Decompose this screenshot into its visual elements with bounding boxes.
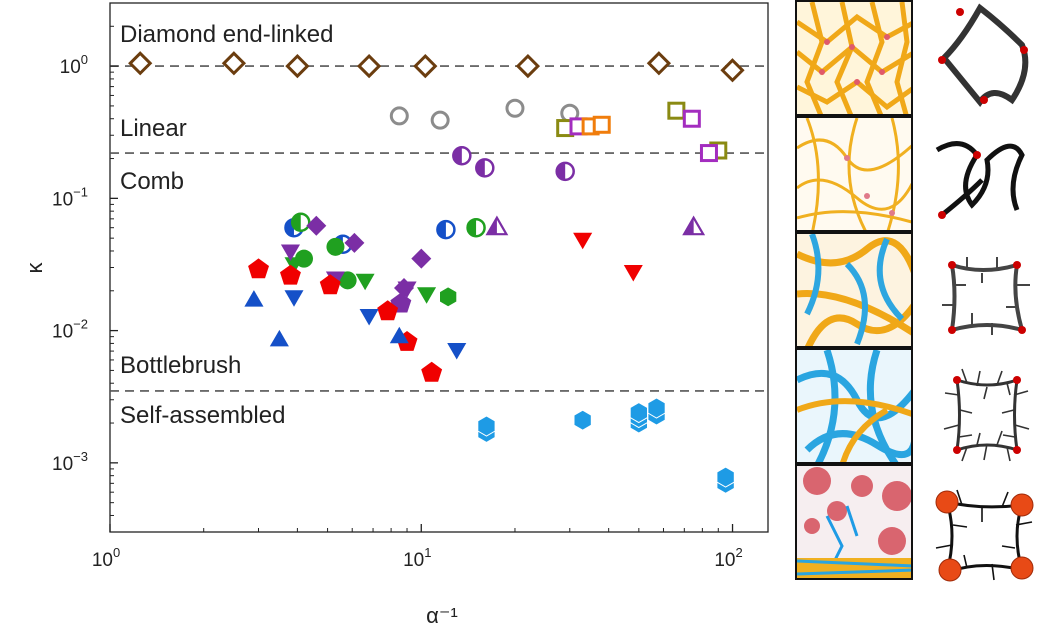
marker-triangle-up-17-0 [244,290,264,307]
self-assembled-snapshot [795,464,913,580]
marker-triangle-down-16-1 [623,265,643,282]
marker-pentagon-15-2 [319,274,341,295]
marker-triangle-down-18-2 [447,343,467,360]
marker-hexagon-19-5 [629,402,648,424]
marker-circle-open-1-1 [430,110,450,130]
marker-diamond-open-0-2 [285,53,310,79]
marker-triangle-down-11-0 [284,257,304,274]
marker-triangle-down-18-1 [359,309,379,326]
marker-hexagon-14-0 [439,286,458,308]
marker-triangle-down-11-2 [417,287,437,304]
marker-diamond-9-1 [344,232,365,253]
marker-circle-10-2 [338,271,357,290]
y-axis-title: κ [22,262,47,274]
marker-circle-half-5-2 [555,161,575,182]
marker-pentagon-15-0 [248,258,269,279]
x-axis-title: α⁻¹ [426,603,458,628]
marker-triangle-down-16-0 [573,232,593,250]
linear-schematic [935,141,1025,219]
marker-circle-half-6-2 [436,219,456,240]
diamond-network-image [797,2,911,114]
marker-circle-open-1-0 [389,106,409,126]
comb-schematic [942,257,1030,335]
bottlebrush-snapshot [795,348,913,464]
marker-triangle-down-11-1 [355,273,375,291]
scatter-chart: 100 101 102 100 10−1 10−2 10−3 Diamond end-lin… [22,2,769,628]
self-assembled-schematic [935,489,1034,582]
marker-square-open-4-1 [592,115,611,134]
marker-diamond-open-0-5 [515,53,541,79]
marker-diamond-open-0-7 [720,58,745,83]
marker-square-open-2-1 [667,101,686,120]
y-tick-label-1: 10−1 [52,184,88,210]
y-tick-label-2: 10−2 [52,317,88,343]
region-label-3: Bottlebrush [120,352,241,379]
y-tick-label-0: 100 [60,52,88,78]
region-label-2: Comb [120,168,184,195]
marker-diamond-9-3 [411,248,432,269]
marker-diamond-open-0-3 [356,53,382,79]
marker-triangle-half-8-0 [485,215,509,236]
comb-network-image [797,234,911,346]
comb-snapshot [795,232,913,348]
marker-circle-half-7-0 [290,212,311,232]
diamond-schematic [938,3,1029,107]
marker-triangle-down-12-2 [397,281,417,298]
diamond-end-linked-snapshot [795,0,913,116]
marker-pentagon-15-3 [377,300,399,321]
marker-diamond-open-0-1 [221,51,247,76]
architecture-schematics [935,3,1034,582]
marker-circle-open-1-2 [505,98,525,118]
marker-diamond-open-0-0 [128,51,153,76]
plot-frame [109,2,769,533]
region-label-0: Diamond end-linked [120,21,333,48]
x-tick-label-0: 100 [92,545,120,571]
marker-hexagon-19-2 [573,409,592,431]
marker-diamond-open-0-4 [413,53,438,79]
y-tick-label-3: 10−3 [52,449,88,475]
marker-triangle-up-17-1 [269,329,289,347]
marker-triangle-down-18-0 [284,290,304,307]
bottlebrush-network-image [797,350,911,462]
x-tick-label-1: 101 [403,545,431,571]
marker-hexagon-19-7 [647,397,666,419]
marker-circle-half-7-1 [466,217,486,238]
region-label-1: Linear [120,115,187,142]
marker-triangle-down-12-0 [280,244,300,261]
simulation-snapshots-column [795,0,917,580]
marker-circle-10-1 [326,237,345,256]
x-tick-label-2: 102 [714,545,742,571]
marker-diamond-9-0 [306,215,327,236]
marker-square-open-3-1 [682,109,701,128]
linear-snapshot [795,116,913,232]
marker-square-open-3-2 [699,144,718,163]
bottlebrush-schematic [943,368,1030,462]
marker-hexagon-19-1 [477,415,496,437]
marker-diamond-open-0-6 [646,51,672,76]
marker-triangle-half-8-1 [682,215,706,236]
marker-hexagon-19-9 [716,466,735,488]
linear-network-image [797,118,911,230]
marker-circle-half-5-0 [452,145,472,166]
marker-circle-half-5-1 [475,158,495,178]
marker-triangle-up-17-2 [389,326,409,344]
self-assembled-image [797,466,911,578]
marker-pentagon-15-5 [421,361,443,382]
region-label-4: Self-assembled [120,402,285,429]
marker-pentagon-15-1 [280,264,301,285]
schematic-column [922,0,1054,600]
